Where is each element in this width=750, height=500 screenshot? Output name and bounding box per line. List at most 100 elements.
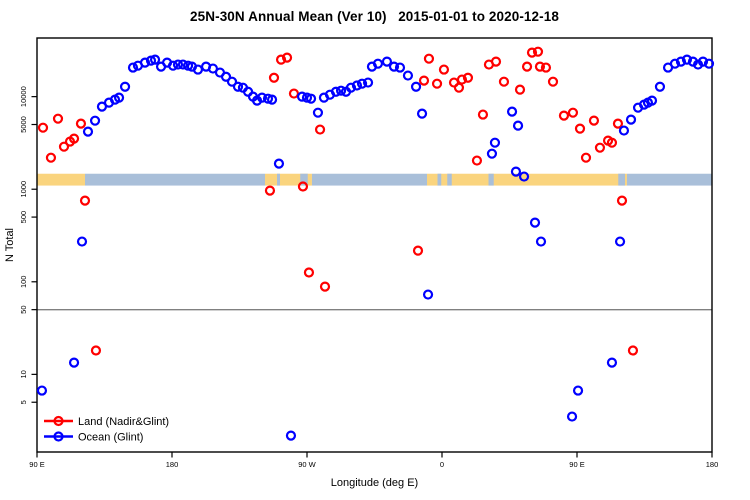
data-point (119, 81, 131, 92)
data-point (388, 61, 400, 72)
band-ocean-segment (85, 173, 265, 186)
data-point (627, 345, 639, 356)
data-point (471, 155, 483, 166)
land-ocean-band (37, 173, 712, 186)
data-point (669, 58, 681, 69)
data-point (285, 430, 297, 441)
data-point (490, 56, 502, 67)
data-point (312, 107, 324, 118)
data-point (172, 59, 184, 70)
data-point (526, 47, 538, 58)
data-point (697, 56, 709, 67)
data-point (266, 94, 278, 105)
data-point (220, 71, 232, 82)
data-point (418, 75, 430, 86)
data-point (580, 152, 592, 163)
data-point (529, 217, 541, 228)
data-point (612, 118, 624, 129)
data-point (82, 126, 94, 137)
data-point (438, 64, 450, 75)
data-point (402, 70, 414, 81)
y-tick-label: 10 (19, 370, 28, 378)
y-tick-label: 10000 (19, 86, 28, 107)
data-point (654, 81, 666, 92)
data-point (232, 81, 244, 92)
data-point (351, 80, 363, 91)
data-point (305, 93, 317, 104)
x-tick-label: 90 E (569, 460, 584, 469)
legend-marker (53, 415, 64, 427)
data-point (127, 62, 139, 73)
data-point (514, 84, 526, 95)
data-point (37, 122, 49, 133)
data-point (456, 74, 468, 85)
data-point (646, 95, 658, 106)
data-point (113, 92, 125, 103)
data-point (535, 236, 547, 247)
data-point (681, 54, 693, 65)
data-point (572, 385, 584, 396)
data-point (410, 81, 422, 92)
data-point (423, 53, 435, 64)
data-point (510, 166, 522, 177)
data-point (273, 158, 285, 169)
band-ocean-streak (618, 173, 625, 186)
data-point (462, 72, 474, 83)
legend: Land (Nadir&Glint) Ocean (Glint) (44, 415, 169, 443)
data-point (614, 236, 626, 247)
data-point (703, 58, 715, 69)
x-tick-label: 90 W (298, 460, 316, 469)
y-tick-label: 1000 (19, 181, 28, 198)
data-point (36, 385, 48, 396)
data-point (394, 62, 406, 73)
data-point (567, 107, 579, 118)
data-point (412, 245, 424, 256)
data-point (477, 109, 489, 120)
data-point (616, 195, 628, 206)
data-point (319, 281, 331, 292)
data-point (574, 123, 586, 134)
data-point (76, 236, 88, 247)
data-point (512, 120, 524, 131)
data-point (532, 46, 544, 57)
data-point (381, 56, 393, 67)
data-point (558, 110, 570, 121)
data-point (422, 289, 434, 300)
axes: 90 E 180 90 W 0 90 E 180 5 10 50 100 500 1000 5000 10… (19, 86, 718, 469)
band-ocean-streak (437, 173, 442, 186)
data-point (540, 62, 552, 73)
data-point (566, 411, 578, 422)
band-land-segment (265, 173, 312, 186)
band-ocean-streak (277, 173, 280, 186)
y-tick-label: 5000 (19, 116, 28, 133)
data-point (58, 141, 70, 152)
data-point (588, 115, 600, 126)
data-point (489, 137, 501, 148)
legend-label: Ocean (Glint) (78, 431, 143, 443)
data-point (296, 91, 308, 102)
data-point (345, 82, 357, 93)
chart-title: 25N-30N Annual Mean (Ver 10) 2015-01-01 … (190, 9, 559, 24)
data-point (268, 72, 280, 83)
data-point (52, 113, 64, 124)
data-point (281, 52, 293, 63)
data-point (90, 345, 102, 356)
data-point (625, 114, 637, 125)
band-ocean-streak (488, 173, 494, 186)
data-point (330, 86, 342, 97)
data-point (618, 125, 630, 136)
y-axis-label: N Total (4, 227, 16, 263)
data-point (45, 152, 57, 163)
data-point (226, 76, 238, 87)
data-point (79, 195, 91, 206)
data-point (314, 124, 326, 135)
x-tick-label: 90 E (29, 460, 44, 469)
data-point (68, 357, 80, 368)
data-point (431, 78, 443, 89)
x-tick-label: 180 (706, 460, 719, 469)
data-point (167, 60, 179, 71)
legend-label: Land (Nadir&Glint) (78, 416, 169, 428)
y-tick-label: 100 (19, 276, 28, 289)
data-point (594, 142, 606, 153)
